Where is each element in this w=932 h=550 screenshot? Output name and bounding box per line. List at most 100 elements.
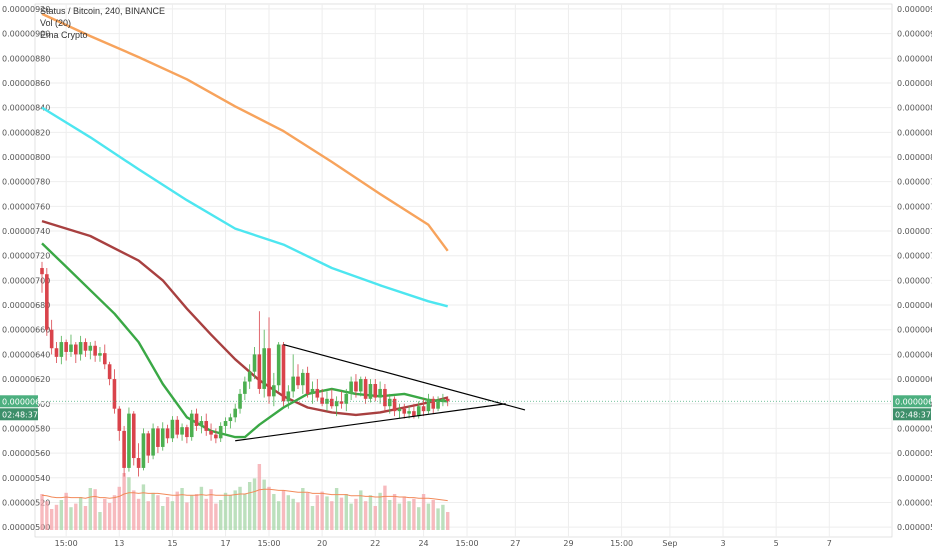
candle-body[interactable] (349, 381, 353, 394)
candle-body[interactable] (165, 428, 170, 439)
candle-body[interactable] (175, 419, 180, 435)
candle-body[interactable] (334, 401, 339, 407)
ema-line-brown[interactable] (41, 219, 448, 417)
candle-body[interactable] (358, 379, 363, 392)
trendline[interactable] (283, 343, 526, 411)
volume-bar[interactable] (156, 495, 160, 530)
volume-bar[interactable] (281, 490, 286, 530)
volume-bar[interactable] (228, 495, 233, 530)
volume-bar[interactable] (431, 500, 435, 530)
candle-body[interactable] (146, 433, 151, 456)
volume-bar[interactable] (190, 495, 194, 530)
volume-bar[interactable] (363, 501, 368, 530)
volume-bar[interactable] (441, 504, 445, 530)
candle-body[interactable] (252, 354, 257, 372)
volume-bar[interactable] (112, 495, 117, 530)
candle-body[interactable] (441, 398, 445, 402)
candle-body[interactable] (170, 419, 175, 439)
candle-body[interactable] (214, 434, 218, 439)
volume-bar[interactable] (49, 509, 54, 530)
candle-body[interactable] (127, 413, 131, 468)
candle-body[interactable] (421, 406, 426, 412)
candle-body[interactable] (412, 411, 416, 417)
volume-bar[interactable] (325, 496, 329, 530)
volume-bar[interactable] (74, 503, 78, 530)
volume-bar[interactable] (349, 503, 353, 530)
candle-body[interactable] (267, 348, 271, 397)
candle-body[interactable] (64, 342, 68, 352)
candle-body[interactable] (185, 427, 189, 438)
candle-body[interactable] (122, 430, 126, 468)
volume-bar[interactable] (286, 495, 291, 530)
volume-bar[interactable] (339, 497, 344, 530)
volume-bar[interactable] (436, 508, 440, 530)
volume-bar[interactable] (88, 488, 92, 530)
candle-body[interactable] (112, 379, 117, 409)
candle-body[interactable] (363, 379, 368, 399)
volume-bar[interactable] (402, 496, 406, 530)
volume-bar[interactable] (330, 501, 334, 530)
volume-bar[interactable] (305, 492, 310, 530)
candle-body[interactable] (117, 408, 122, 431)
candle-body[interactable] (305, 372, 310, 394)
candle-body[interactable] (320, 397, 324, 404)
volume-bar[interactable] (180, 488, 184, 530)
volume-bar[interactable] (392, 494, 397, 530)
candle-body[interactable] (40, 268, 44, 275)
candle-body[interactable] (238, 393, 242, 409)
candle-body[interactable] (344, 393, 349, 404)
volume-bar[interactable] (204, 498, 208, 530)
volume-bar[interactable] (161, 506, 165, 530)
volume-bar[interactable] (446, 512, 450, 530)
volume-bar[interactable] (209, 489, 213, 530)
candle-body[interactable] (131, 413, 136, 459)
candle-body[interactable] (445, 398, 450, 402)
candle-body[interactable] (378, 388, 382, 398)
candle-body[interactable] (69, 344, 73, 352)
volume-bar[interactable] (127, 477, 131, 530)
candle-body[interactable] (209, 430, 213, 435)
candle-body[interactable] (194, 413, 199, 426)
candle-body[interactable] (257, 354, 262, 389)
volume-bar[interactable] (383, 485, 387, 530)
volume-bar[interactable] (315, 495, 320, 530)
volume-bar[interactable] (93, 489, 97, 530)
volume-bar[interactable] (378, 492, 382, 530)
volume-bar[interactable] (117, 486, 121, 530)
candle-body[interactable] (93, 345, 97, 356)
plot-area[interactable] (34, 3, 893, 538)
volume-bar[interactable] (146, 501, 150, 530)
candle-body[interactable] (330, 398, 334, 407)
candle-body[interactable] (373, 384, 378, 398)
ema-line-cyan[interactable] (41, 106, 449, 308)
trendline[interactable] (235, 403, 506, 442)
candle-body[interactable] (243, 381, 247, 394)
candle-body[interactable] (339, 401, 344, 404)
volume-bar[interactable] (83, 506, 88, 530)
candle-body[interactable] (160, 428, 165, 447)
volume-bar[interactable] (291, 498, 295, 530)
volume-bar[interactable] (426, 503, 431, 530)
volume-bar[interactable] (388, 500, 392, 530)
volume-bar[interactable] (243, 494, 247, 530)
candle-body[interactable] (383, 388, 387, 407)
candle-body[interactable] (54, 348, 59, 357)
volume-bar[interactable] (136, 498, 141, 530)
candle-body[interactable] (102, 353, 107, 365)
candle-body[interactable] (286, 391, 291, 402)
candle-body[interactable] (218, 425, 223, 439)
volume-bar[interactable] (122, 473, 126, 530)
candle-body[interactable] (416, 406, 421, 417)
candle-body[interactable] (281, 344, 286, 402)
candle-body[interactable] (291, 376, 295, 392)
candle-body[interactable] (180, 427, 184, 435)
volume-bar[interactable] (368, 495, 373, 530)
volume-bar[interactable] (199, 486, 204, 530)
volume-bar[interactable] (238, 486, 242, 530)
candle-body[interactable] (368, 384, 373, 399)
volume-bar[interactable] (69, 507, 73, 530)
candle-body[interactable] (83, 342, 88, 351)
volume-bar[interactable] (247, 482, 252, 530)
candle-body[interactable] (78, 342, 83, 355)
